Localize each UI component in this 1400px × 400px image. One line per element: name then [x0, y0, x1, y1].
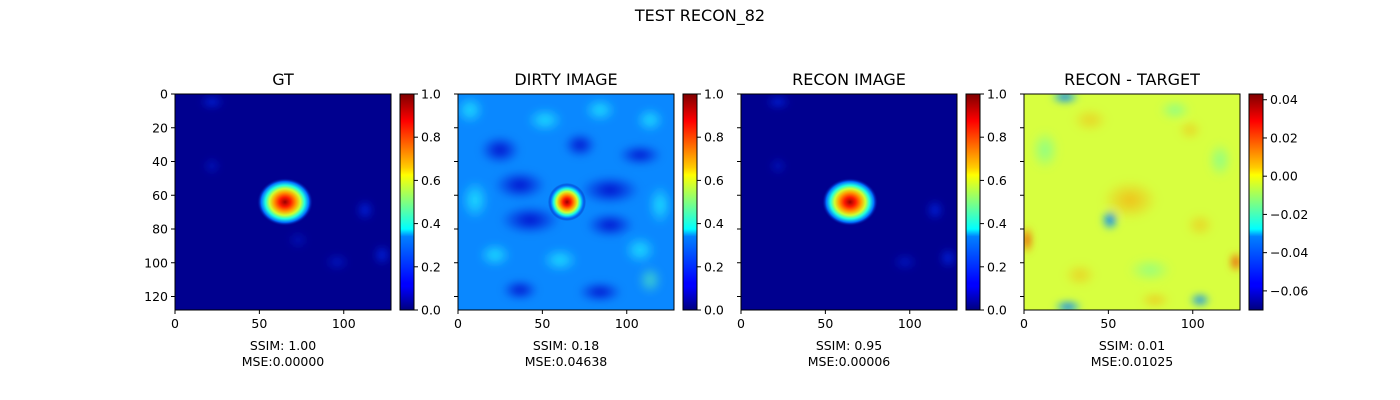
heatmap-recon — [741, 94, 957, 310]
x-tick-label: 100 — [332, 316, 356, 331]
colorbar-tick-label: −0.02 — [1270, 207, 1308, 222]
x-tick-label: 0 — [171, 316, 179, 331]
ssim-label: SSIM: 0.95 — [815, 338, 883, 353]
colorbar-tick-label: 0.2 — [704, 259, 724, 274]
recon-source-blob — [822, 178, 878, 226]
colorbar — [965, 93, 981, 311]
colorbar-tick-label: 0.02 — [1270, 130, 1298, 145]
colorbar-tick-label: 1.0 — [421, 87, 441, 102]
panel-title-recon: RECON IMAGE — [792, 70, 906, 89]
panel-title-gt: GT — [272, 70, 294, 89]
colorbar-tick-label: 0.8 — [987, 130, 1007, 145]
colorbar-tick-label: 0.6 — [421, 173, 441, 188]
x-tick-label: 50 — [534, 316, 550, 331]
dirty-source-blob — [548, 183, 586, 221]
colorbar — [1248, 93, 1264, 311]
caption-recon: SSIM: 0.95 MSE:0.00006 — [739, 338, 959, 370]
x-tick-label: 50 — [251, 316, 267, 331]
colorbar-tick-label: 1.0 — [987, 87, 1007, 102]
caption-dirty: SSIM: 0.18 MSE:0.04638 — [456, 338, 676, 370]
x-tick-label: 50 — [1100, 316, 1116, 331]
colorbar-tick-label: −0.06 — [1270, 283, 1308, 298]
y-tick-label: 60 — [152, 188, 168, 203]
ssim-label: SSIM: 1.00 — [249, 338, 317, 353]
y-tick-label: 20 — [152, 120, 168, 135]
heatmap-dirty — [458, 94, 674, 310]
x-tick-label: 100 — [1181, 316, 1205, 331]
colorbar-tick-label: 0.4 — [421, 216, 441, 231]
axes-frame — [457, 93, 675, 311]
y-tick-label: 40 — [152, 154, 168, 169]
colorbar-tick-label: 0.0 — [704, 303, 724, 318]
colorbar-tick-label: 0.04 — [1270, 92, 1298, 107]
colorbar-tick-label: 0.4 — [987, 216, 1007, 231]
y-tick-label: 80 — [152, 222, 168, 237]
panel-title-diff: RECON - TARGET — [1064, 70, 1200, 89]
colorbar-tick-label: 0.8 — [704, 130, 724, 145]
x-tick-label: 0 — [737, 316, 745, 331]
colorbar — [682, 93, 698, 311]
mse-label: MSE:0.04638 — [524, 354, 608, 369]
axes-frame — [174, 93, 392, 311]
x-tick-label: 0 — [1020, 316, 1028, 331]
colorbar-tick-label: 0.2 — [421, 259, 441, 274]
axes-frame — [1023, 93, 1241, 311]
caption-gt: SSIM: 1.00 MSE:0.00000 — [173, 338, 393, 370]
colorbar-tick-label: 1.0 — [704, 87, 724, 102]
mse-label: MSE:0.00006 — [807, 354, 891, 369]
colorbar-tick-label: 0.00 — [1270, 169, 1298, 184]
gt-source-blob — [257, 178, 313, 226]
x-tick-label: 100 — [615, 316, 639, 331]
mse-label: MSE:0.01025 — [1090, 354, 1174, 369]
colorbar-tick-label: 0.0 — [421, 303, 441, 318]
caption-diff: SSIM: 0.01 MSE:0.01025 — [1022, 338, 1242, 370]
y-tick-label: 0 — [160, 87, 168, 102]
colorbar-tick-label: −0.04 — [1270, 245, 1308, 260]
colorbar-tick-label: 0.8 — [421, 130, 441, 145]
colorbar — [399, 93, 415, 311]
ssim-label: SSIM: 0.01 — [1098, 338, 1166, 353]
axes-frame — [740, 93, 958, 311]
x-tick-label: 100 — [898, 316, 922, 331]
heatmap-gt — [175, 94, 391, 310]
y-tick-label: 100 — [144, 255, 168, 270]
ssim-label: SSIM: 0.18 — [532, 338, 600, 353]
panel-title-dirty: DIRTY IMAGE — [514, 70, 618, 89]
heatmap-diff — [1024, 94, 1240, 310]
colorbar-tick-label: 0.0 — [987, 303, 1007, 318]
colorbar-tick-label: 0.6 — [704, 173, 724, 188]
colorbar-tick-label: 0.2 — [987, 259, 1007, 274]
colorbar-tick-label: 0.4 — [704, 216, 724, 231]
colorbar-tick-label: 0.6 — [987, 173, 1007, 188]
mse-label: MSE:0.00000 — [241, 354, 325, 369]
figure-title: TEST RECON_82 — [634, 6, 766, 25]
y-tick-label: 120 — [144, 289, 168, 304]
x-tick-label: 0 — [454, 316, 462, 331]
axes-layer: 0 50 100 0 20 40 60 80 100 120 0.0 0.2 0.4 0.6 0.8 1.0 0… — [144, 87, 1308, 332]
x-tick-label: 50 — [817, 316, 833, 331]
